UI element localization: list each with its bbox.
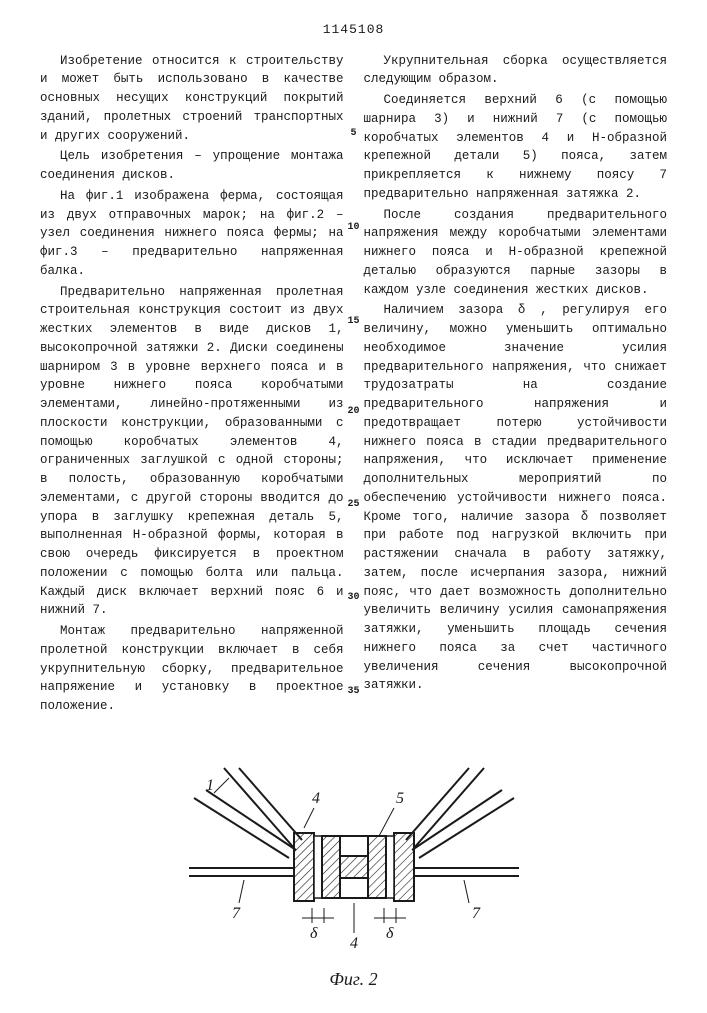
figure-drawing: 1 4 5 7 7 δ 4 δ [184, 758, 524, 958]
text-columns: Изобретение относится к строительству и … [40, 52, 667, 718]
paragraph: После создания предварительного напряжен… [364, 206, 668, 300]
figure-label-7: 7 [232, 905, 241, 922]
left-column: Изобретение относится к строительству и … [40, 52, 344, 718]
paragraph: Укрупнительная сборка осуществляется сле… [364, 52, 668, 90]
figure-label-delta: δ [310, 925, 318, 942]
right-column: Укрупнительная сборка осуществляется сле… [364, 52, 668, 718]
paragraph: На фиг.1 изображена ферма, состоящая из … [40, 187, 344, 281]
line-number: 20 [345, 404, 363, 419]
figure-2: 1 4 5 7 7 δ 4 δ Фиг. 2 [40, 758, 667, 993]
page: 1145108 Изобретение относится к строител… [0, 0, 707, 1013]
line-number: 15 [345, 314, 363, 329]
figure-label-delta: δ [386, 925, 394, 942]
paragraph: Монтаж предварительно напряженной пролет… [40, 622, 344, 716]
figure-label-4: 4 [312, 790, 320, 807]
figure-caption: Фиг. 2 [40, 966, 667, 993]
paragraph: Изобретение относится к строительству и … [40, 52, 344, 146]
document-number: 1145108 [40, 20, 667, 40]
figure-label-7: 7 [472, 905, 481, 922]
line-number: 30 [345, 590, 363, 605]
figure-label-5: 5 [396, 790, 404, 807]
figure-label-4b: 4 [350, 935, 358, 952]
line-number: 5 [345, 126, 363, 141]
paragraph: Соединяется верхний 6 (с помощью шарнира… [364, 91, 668, 204]
paragraph: Цель изобретения – упрощение монтажа сое… [40, 147, 344, 185]
figure-label-1: 1 [206, 777, 214, 794]
line-number: 35 [345, 684, 363, 699]
paragraph: Предварительно напряженная пролетная стр… [40, 283, 344, 621]
line-number: 10 [345, 220, 363, 235]
paragraph: Наличием зазора δ , регулируя его величи… [364, 301, 668, 695]
line-number: 25 [345, 497, 363, 512]
